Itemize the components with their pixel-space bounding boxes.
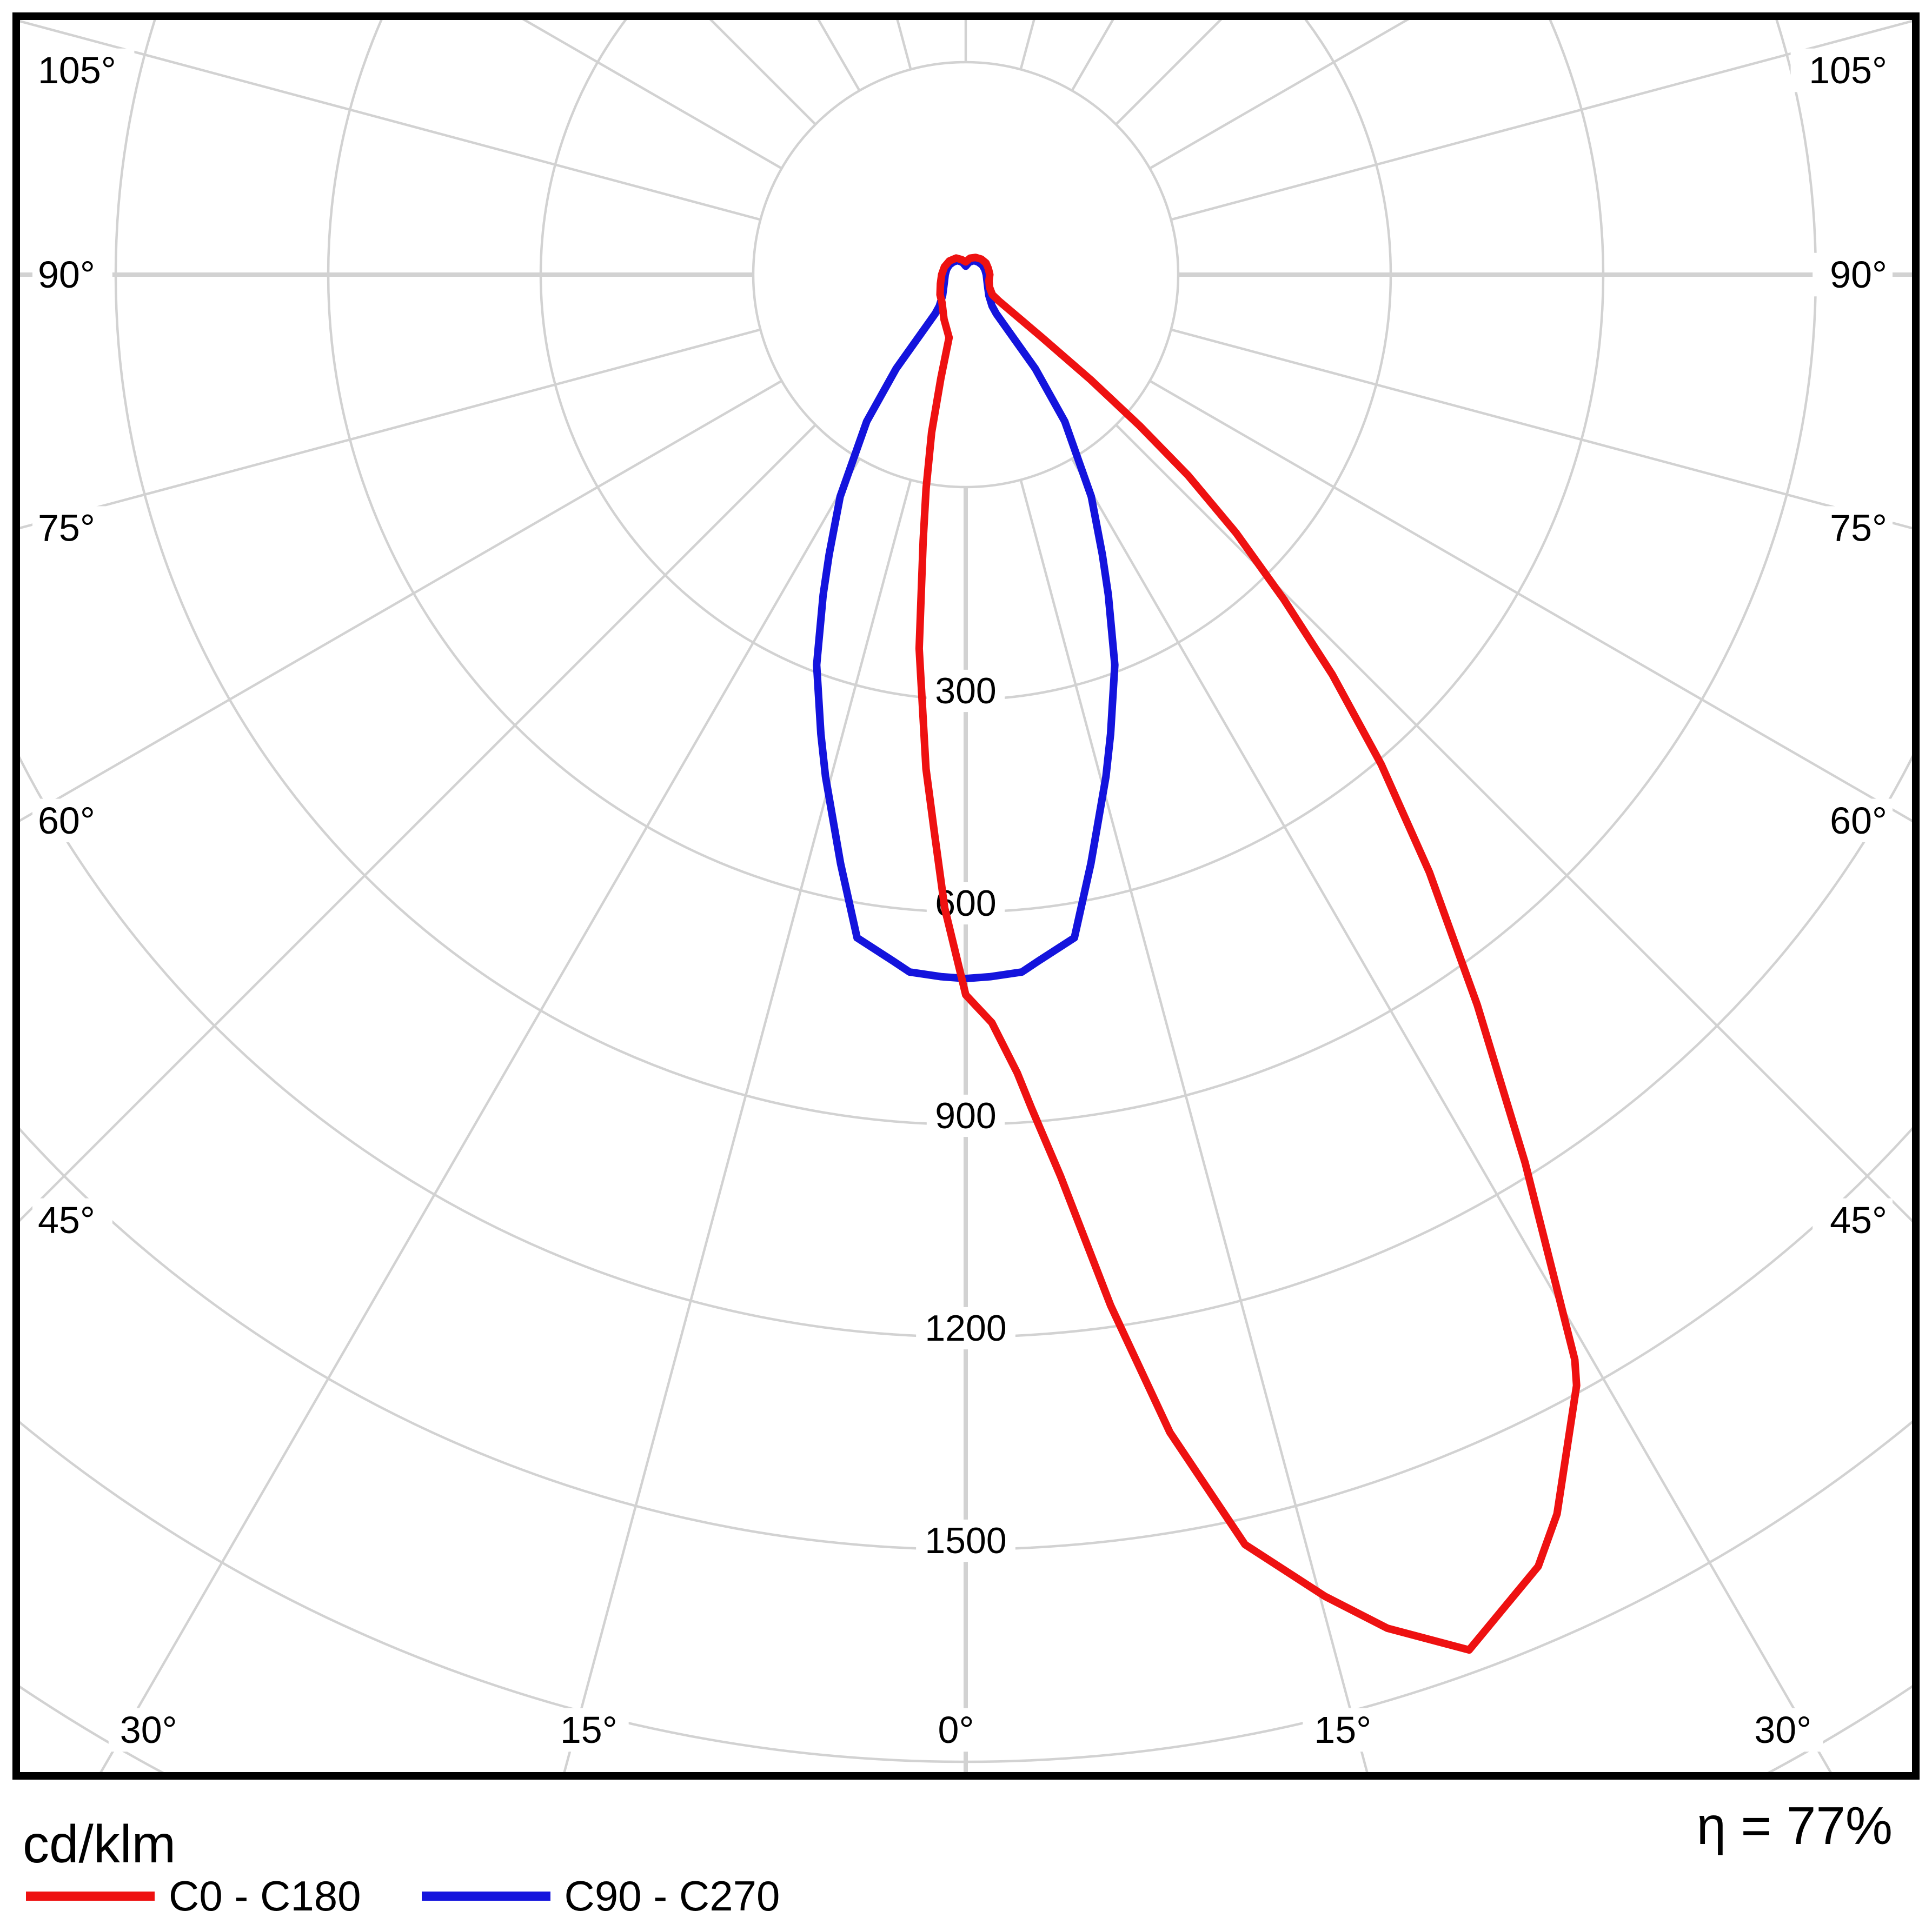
legend-label-c90-c270: C90 - C270: [564, 1872, 780, 1920]
ring-label-1500: 1500: [925, 1520, 1006, 1561]
angle-label-left-60-bg: [32, 798, 112, 843]
angle-label-left-15: 15°: [1314, 1709, 1371, 1751]
angle-label-right-105: 105°: [1809, 49, 1887, 91]
angle-label-right-30-bg: [108, 1708, 189, 1752]
angle-label-left-105: 105°: [38, 49, 116, 91]
angle-label-right-45-bg: [1813, 1198, 1893, 1242]
legend: C0 - C180 C90 - C270: [26, 1875, 780, 1917]
grid-spoke: [99, 458, 861, 1772]
angle-label-left-30-bg: [1743, 1708, 1823, 1752]
grid-spoke: [20, 20, 761, 221]
curve-c0-c180: [915, 254, 1581, 1654]
grid-spoke: [1171, 20, 1912, 221]
grid-spoke: [563, 480, 912, 1772]
grid-spoke: [1115, 424, 1912, 1223]
plot-border: [12, 12, 1920, 1780]
intensity-curves: [813, 254, 1581, 1654]
angle-label-left-15-bg: [1303, 1708, 1383, 1752]
angle-label-left-75: 75°: [38, 507, 95, 549]
angle-label-right-15: 15°: [560, 1709, 618, 1751]
angle-label-left-90-bg: [32, 252, 112, 297]
legend-line-blue: [421, 1891, 550, 1901]
grid-spoke: [1171, 328, 1912, 530]
grid-spoke: [522, 20, 782, 170]
legend-line-red: [26, 1891, 155, 1901]
angle-label-left-45-bg: [32, 1198, 112, 1242]
grid-spoke: [1149, 20, 1410, 170]
legend-item-c90-c270: C90 - C270: [421, 1872, 780, 1920]
grid-spoke: [20, 379, 782, 822]
ring-label-300: 300: [935, 670, 996, 711]
ring-label-900: 900: [935, 1095, 996, 1136]
angle-label-right-90-bg: [1813, 252, 1893, 297]
angle-label-right-75: 75°: [1830, 507, 1887, 549]
angle-label-right-15-bg: [548, 1708, 629, 1752]
legend-item-c0-c180: C0 - C180: [26, 1875, 361, 1917]
grid-spoke: [1071, 458, 1832, 1772]
units-label: cd/klm: [23, 1814, 176, 1874]
angle-label-right-45: 45°: [1830, 1199, 1887, 1241]
angle-label-right-60: 60°: [1830, 800, 1887, 842]
angle-label-right-60-bg: [1813, 798, 1893, 843]
efficiency-label: η = 77%: [1696, 1796, 1893, 1855]
angle-label-left-60: 60°: [38, 800, 95, 842]
ring-label-1200-bg: [916, 1307, 1015, 1350]
angle-label-left-105-bg: [32, 48, 135, 92]
ring-label-1200: 1200: [925, 1308, 1006, 1349]
ring-label-900-bg: [926, 1094, 1005, 1137]
angle-label-0: 0°: [938, 1709, 974, 1751]
angle-label-right-30: 30°: [120, 1709, 177, 1751]
angle-label-right-105-bg: [1790, 48, 1893, 92]
angle-label-left-75-bg: [32, 506, 112, 550]
grid-spoke: [1019, 480, 1369, 1772]
angle-label-left-45: 45°: [38, 1199, 95, 1241]
angle-label-left-90: 90°: [38, 254, 95, 296]
angle-label-0-bg: [927, 1708, 985, 1752]
grid-spoke: [1149, 379, 1912, 822]
ring-label-300-bg: [926, 669, 1005, 713]
grid-spoke: [20, 424, 816, 1222]
angle-label-left-30: 30°: [1754, 1709, 1811, 1751]
angle-label-right-90: 90°: [1830, 254, 1887, 296]
angle-label-right-75-bg: [1813, 506, 1893, 550]
legend-label-c0-c180: C0 - C180: [169, 1872, 361, 1920]
ring-label-1500-bg: [916, 1519, 1015, 1562]
grid-spoke: [20, 328, 761, 529]
